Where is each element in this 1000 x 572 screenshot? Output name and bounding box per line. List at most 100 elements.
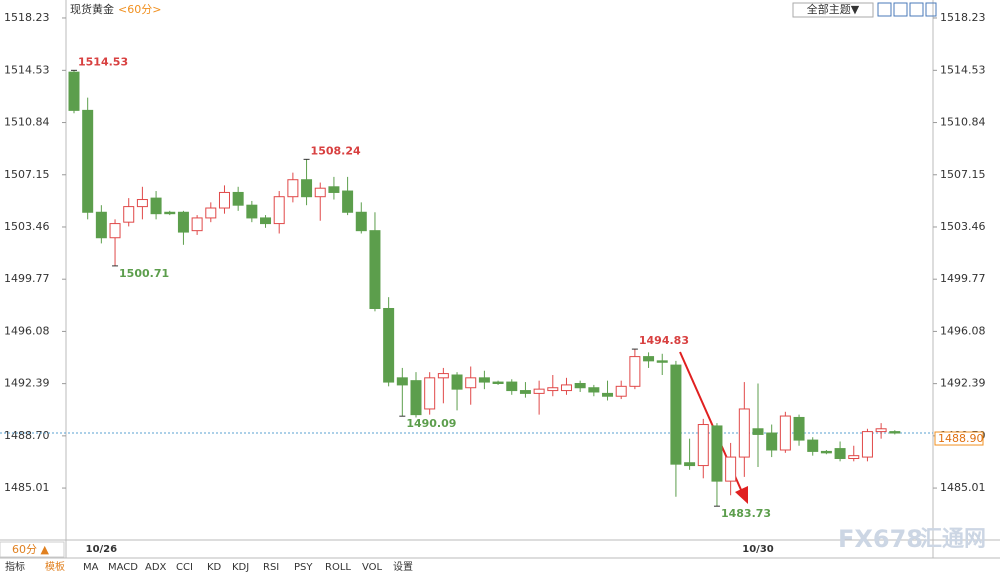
candle-body bbox=[383, 307, 395, 383]
candle-body bbox=[451, 374, 463, 390]
tab[interactable]: MACD bbox=[108, 562, 138, 572]
candle-body bbox=[519, 390, 531, 394]
candle-body bbox=[177, 211, 189, 233]
candle-body bbox=[301, 179, 313, 198]
y-tick-label: 1496.08 bbox=[4, 324, 50, 337]
y2-tick-label: 1510.84 bbox=[940, 116, 986, 129]
candle-body bbox=[588, 387, 600, 393]
candle-body bbox=[766, 432, 778, 451]
tab[interactable]: ADX bbox=[145, 562, 167, 572]
candle-body bbox=[752, 428, 764, 435]
y-tick-label: 1499.77 bbox=[4, 272, 50, 285]
watermark: 汇通网 bbox=[920, 527, 986, 552]
x-tick-label: 10/26 bbox=[86, 544, 118, 555]
period-select-label[interactable]: 60分 ▲ bbox=[12, 543, 49, 556]
extreme-label: 1483.73 bbox=[721, 507, 771, 520]
candle-body bbox=[820, 450, 832, 454]
candle-body bbox=[643, 356, 655, 362]
symbol-title: 现货黄金 bbox=[70, 2, 114, 16]
candle-body bbox=[492, 381, 504, 384]
candle-body bbox=[82, 109, 94, 213]
candle-body bbox=[287, 179, 299, 198]
y-tick-label: 1488.70 bbox=[4, 429, 50, 442]
theme-button-label[interactable]: 全部主题▼ bbox=[807, 2, 860, 16]
candle-body bbox=[232, 191, 244, 206]
candle-body bbox=[328, 186, 340, 193]
tab[interactable]: RSI bbox=[263, 562, 279, 572]
extreme-label: 1494.83 bbox=[639, 334, 689, 347]
candle-body bbox=[875, 428, 887, 433]
candle-body bbox=[848, 455, 860, 459]
candle-body bbox=[218, 191, 230, 209]
candle-body bbox=[684, 462, 696, 467]
period-tag: <60分> bbox=[118, 3, 161, 16]
candle-body bbox=[793, 416, 805, 441]
y-tick-label: 1485.01 bbox=[4, 481, 50, 494]
tab[interactable]: 设置 bbox=[393, 561, 413, 572]
candle-body bbox=[314, 187, 326, 198]
y2-tick-label: 1496.08 bbox=[940, 324, 986, 337]
tab[interactable]: ROLL bbox=[325, 562, 351, 572]
tab[interactable]: PSY bbox=[294, 562, 313, 572]
tab[interactable]: KDJ bbox=[232, 562, 249, 572]
candle-body bbox=[697, 424, 709, 467]
candle-body bbox=[164, 211, 176, 215]
y2-tick-label: 1499.77 bbox=[940, 272, 986, 285]
theme-button[interactable] bbox=[792, 2, 874, 18]
candle-body bbox=[574, 382, 586, 389]
toolbar-icons[interactable] bbox=[877, 2, 937, 17]
candle-body bbox=[807, 439, 819, 452]
y-tick-label: 1514.53 bbox=[4, 63, 50, 76]
tab[interactable]: KD bbox=[207, 562, 222, 572]
candle-body bbox=[109, 223, 121, 239]
watermark: FX678 bbox=[838, 525, 923, 553]
candle-body bbox=[629, 356, 641, 387]
icon[interactable] bbox=[909, 2, 924, 17]
icon[interactable] bbox=[925, 2, 937, 17]
current-price-box bbox=[934, 431, 984, 446]
candle-body bbox=[725, 456, 737, 482]
y-tick-label: 1492.39 bbox=[4, 377, 50, 390]
candle-body bbox=[205, 207, 217, 219]
candle-body bbox=[834, 448, 846, 459]
tab[interactable]: 模板 bbox=[45, 560, 65, 572]
candle-body bbox=[260, 217, 272, 225]
y-tick-label: 1510.84 bbox=[4, 116, 50, 129]
tab[interactable]: MA bbox=[83, 562, 99, 572]
current-price-label: 1488.90 bbox=[938, 432, 984, 445]
y-tick-label: 1518.23 bbox=[4, 11, 50, 24]
extreme-label: 1508.24 bbox=[311, 144, 361, 157]
tab[interactable]: CCI bbox=[176, 562, 193, 572]
candle-body bbox=[355, 211, 367, 232]
candle-body bbox=[711, 425, 723, 482]
y2-tick-label: 1507.15 bbox=[940, 168, 986, 181]
candle-body bbox=[465, 377, 477, 389]
candle-body bbox=[136, 199, 148, 208]
candle-body bbox=[656, 360, 668, 363]
x-tick-label: 10/30 bbox=[742, 544, 774, 555]
candle-body bbox=[273, 196, 285, 225]
candle-body bbox=[506, 381, 518, 392]
icon[interactable] bbox=[893, 2, 908, 17]
candle-body bbox=[602, 392, 614, 397]
candle-body bbox=[123, 206, 135, 223]
candle-body bbox=[95, 211, 107, 239]
candle-body bbox=[369, 230, 381, 309]
period-select[interactable] bbox=[0, 541, 65, 558]
candle-body bbox=[437, 373, 449, 379]
tab[interactable]: 指标 bbox=[5, 560, 25, 572]
tab-bar: 指标 模板 MA MACD ADX CCI KD KDJ RSI PSY ROLL VOL 设置 bbox=[5, 560, 413, 572]
icon[interactable] bbox=[877, 2, 892, 17]
y-tick-label: 1507.15 bbox=[4, 168, 50, 181]
candle-body bbox=[191, 217, 203, 232]
candle-body bbox=[779, 415, 791, 451]
candle-body bbox=[478, 377, 490, 383]
tab[interactable]: VOL bbox=[362, 562, 383, 572]
candle-body bbox=[246, 204, 258, 219]
candle-body bbox=[424, 377, 436, 410]
y2-tick-label: 1503.46 bbox=[940, 220, 986, 233]
candle-body bbox=[150, 197, 162, 215]
y2-tick-label: 1485.01 bbox=[940, 481, 986, 494]
